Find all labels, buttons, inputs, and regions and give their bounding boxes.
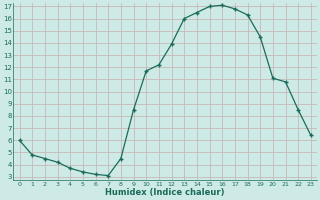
- X-axis label: Humidex (Indice chaleur): Humidex (Indice chaleur): [106, 188, 225, 197]
